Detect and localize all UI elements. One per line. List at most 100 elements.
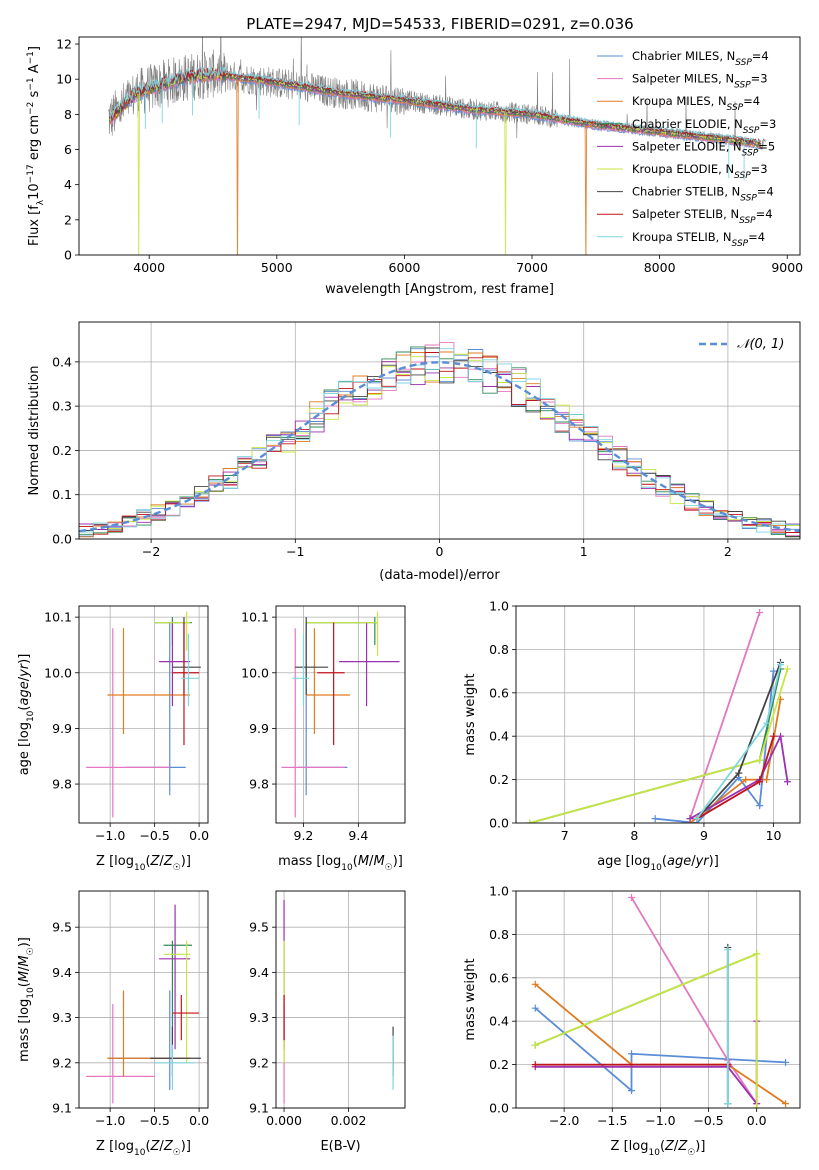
y-tick-label: 0.8 xyxy=(489,927,509,942)
axes-frame xyxy=(515,605,801,824)
weight-line xyxy=(696,662,782,820)
weight-line xyxy=(529,668,782,823)
axes-frame xyxy=(275,605,406,824)
y-tick-label: 0.2 xyxy=(489,772,509,787)
weight-line xyxy=(630,897,758,1105)
legend-label: Kroupa MILES, NSSP=4 xyxy=(632,94,760,113)
y-axis-label: Flux [fλ10−17 erg cm−2 s−1 A−1] xyxy=(26,46,46,246)
y-tick-label: 0.6 xyxy=(489,970,509,985)
axes-mass-vs-EBV: 0.000 0.002 9.1 9.2 9.3 9.4 9.5 E(B-V) xyxy=(249,890,406,1154)
x-axis-label: E(B-V) xyxy=(320,1139,360,1154)
y-axis-label: mass weight xyxy=(463,958,478,1040)
y-tick-label: 0.4 xyxy=(489,1014,509,1029)
x-tick-label: 0.0 xyxy=(189,1113,209,1128)
plot-area xyxy=(86,904,201,1104)
y-tick-label: 9.8 xyxy=(52,777,72,792)
weight-marker xyxy=(742,776,750,784)
y-tick-label: 0.1 xyxy=(52,487,72,502)
axes-age-vs-Z: −1.0 −0.5 0.0 9.8 9.9 10.0 10.1 Z [log10(Z/Z☉)]… xyxy=(17,605,209,873)
x-tick-label: 0.000 xyxy=(266,1113,302,1128)
weight-marker xyxy=(651,815,659,823)
y-tick-label: 6 xyxy=(64,142,72,157)
y-tick-label: 9.4 xyxy=(249,965,269,980)
x-tick-label: −2 xyxy=(142,544,160,559)
axes-frame xyxy=(78,36,801,256)
weight-marker xyxy=(531,1061,539,1069)
x-tick-label: −1 xyxy=(286,544,304,559)
y-tick-label: 8 xyxy=(64,107,72,122)
weight-marker xyxy=(628,1050,636,1058)
weight-marker xyxy=(763,776,771,784)
y-tick-label: 10.1 xyxy=(44,610,72,625)
plot-area xyxy=(86,611,201,818)
y-tick-label: 12 xyxy=(56,37,72,52)
weight-marker xyxy=(628,894,636,902)
weight-marker xyxy=(783,778,791,786)
weight-marker xyxy=(628,1087,636,1095)
y-tick-label: 0.3 xyxy=(52,399,72,414)
plot-area xyxy=(108,37,766,255)
axes-frame xyxy=(78,321,801,540)
x-tick-label: 7000 xyxy=(516,260,548,275)
weight-marker xyxy=(777,732,785,740)
y-tick-label: 9.4 xyxy=(52,965,72,980)
weight-marker xyxy=(753,1104,761,1108)
weight-line xyxy=(689,733,789,820)
y-tick-label: 0.0 xyxy=(489,816,509,831)
plot-area xyxy=(531,894,790,1108)
legend-label: Chabrier STELIB, NSSP=4 xyxy=(632,185,774,204)
weight-marker xyxy=(782,1058,790,1066)
y-tick-label: 10.0 xyxy=(44,665,72,680)
x-tick-label: 0.002 xyxy=(331,1113,367,1128)
y-tick-label: 10 xyxy=(56,72,72,87)
legend: Chabrier MILES, NSSP=4 Salpeter MILES, NS… xyxy=(597,49,776,249)
y-tick-label: 9.9 xyxy=(249,721,269,736)
legend-label: Salpeter MILES, NSSP=3 xyxy=(632,72,768,91)
y-tick-label: 9.2 xyxy=(249,1055,269,1070)
x-tick-label: 5000 xyxy=(261,260,293,275)
weight-marker xyxy=(526,819,534,823)
x-tick-label: −1.0 xyxy=(95,828,125,843)
x-tick-label: 9 xyxy=(700,828,708,843)
y-tick-label: 9.2 xyxy=(52,1055,72,1070)
weight-marker xyxy=(686,815,694,823)
x-tick-label: 2 xyxy=(724,544,732,559)
y-tick-label: 1.0 xyxy=(489,884,509,899)
legend-label: 𝒩(0, 1) xyxy=(737,337,784,352)
y-tick-label: 2 xyxy=(64,212,72,227)
axes-frame xyxy=(515,890,801,1109)
axes-frame xyxy=(78,605,209,824)
legend-label: Salpeter STELIB, NSSP=4 xyxy=(632,207,773,226)
plots: 4000 5000 6000 7000 8000 9000024681012Chabrie… xyxy=(17,36,803,1158)
axes-weight-vs-age: 7 8 9 10 0.0 0.2 0.4 0.6 0.8 1.0 age [log10(age/yr… xyxy=(463,599,801,873)
y-tick-label: 0.0 xyxy=(489,1101,509,1116)
y-tick-label: 1.0 xyxy=(489,599,509,614)
plot-area xyxy=(283,900,394,1104)
y-tick-label: 4 xyxy=(64,177,72,192)
weight-marker xyxy=(724,1100,732,1108)
weight-marker xyxy=(770,732,778,740)
y-tick-label: 0.4 xyxy=(52,354,72,369)
weight-marker xyxy=(777,661,785,669)
axes-frame xyxy=(275,890,406,1109)
weight-marker xyxy=(756,756,764,764)
plot-area xyxy=(526,609,791,823)
legend-label: Kroupa STELIB, NSSP=4 xyxy=(632,230,765,249)
weight-marker xyxy=(693,815,701,823)
y-tick-label: 9.1 xyxy=(52,1101,72,1116)
x-tick-label: 6000 xyxy=(389,260,421,275)
weight-line xyxy=(696,664,782,820)
y-tick-label: 9.9 xyxy=(52,721,72,736)
x-tick-label: 1 xyxy=(580,544,588,559)
x-tick-label: −2.0 xyxy=(549,1113,579,1128)
weight-marker xyxy=(531,980,539,988)
weight-marker xyxy=(531,1041,539,1049)
axes-residuals: −2 −1 0 1 2 0.0 0.1 0.2 0.3 0.4 𝒩(0, 1) (data-model… xyxy=(27,321,801,583)
x-tick-label: 0.0 xyxy=(189,828,209,843)
x-tick-label: 9000 xyxy=(771,260,803,275)
axes-mass-vs-Z: −1.0 −0.5 0.0 9.1 9.2 9.3 9.4 9.5 Z [log10(Z/Z☉)… xyxy=(17,890,209,1158)
x-axis-label: Z [log10(Z/Z☉)] xyxy=(96,1139,191,1158)
x-tick-label: 10 xyxy=(766,828,782,843)
axes-frame xyxy=(78,890,209,1109)
y-tick-label: 9.5 xyxy=(249,920,269,935)
